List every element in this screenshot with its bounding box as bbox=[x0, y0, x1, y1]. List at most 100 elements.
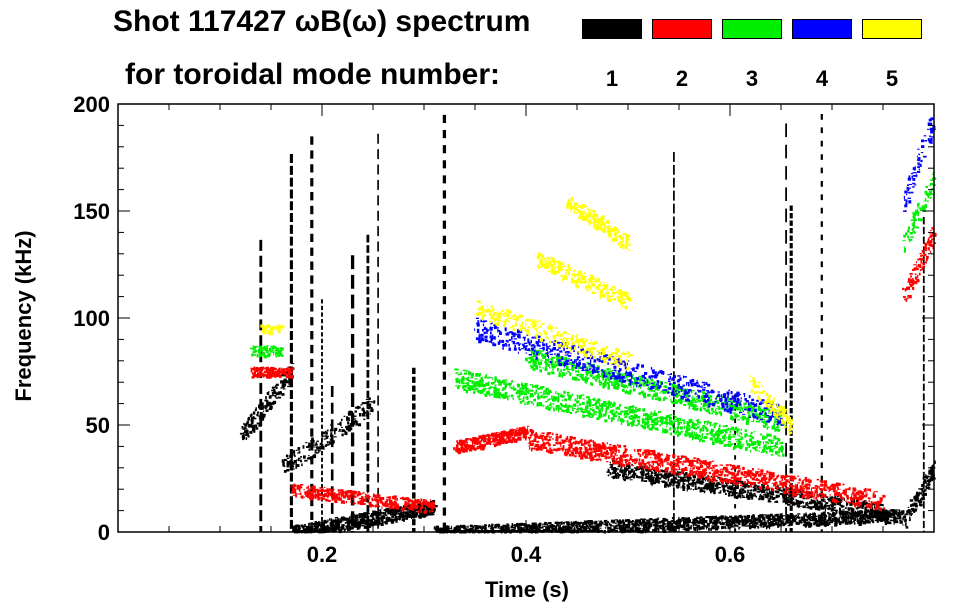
speckle bbox=[883, 509, 887, 514]
speckle bbox=[839, 498, 843, 502]
speckle bbox=[744, 490, 747, 494]
speckle bbox=[313, 523, 317, 525]
speckle bbox=[705, 486, 709, 489]
speckle bbox=[437, 528, 439, 530]
speckle bbox=[417, 505, 420, 507]
speckle bbox=[318, 528, 322, 531]
speckle bbox=[610, 528, 614, 532]
speckle bbox=[494, 530, 496, 532]
speckle bbox=[272, 367, 276, 370]
speckle bbox=[753, 488, 757, 491]
speckle bbox=[410, 512, 413, 514]
speckle bbox=[619, 529, 623, 532]
speckle bbox=[433, 500, 435, 502]
speckle bbox=[413, 510, 416, 513]
speckle bbox=[774, 490, 778, 493]
speckle bbox=[303, 455, 306, 459]
speckle bbox=[283, 458, 287, 461]
speckle bbox=[797, 513, 801, 515]
speckle bbox=[823, 521, 827, 525]
speckle bbox=[755, 523, 759, 525]
spectrogram-data bbox=[239, 113, 937, 534]
speckle bbox=[797, 514, 799, 518]
speckle bbox=[497, 525, 500, 529]
speckle bbox=[750, 519, 752, 523]
speckle bbox=[313, 446, 316, 448]
speckle bbox=[540, 526, 544, 529]
speckle bbox=[556, 521, 559, 523]
speckle bbox=[534, 525, 538, 528]
speckle bbox=[269, 402, 273, 406]
speckle bbox=[830, 521, 834, 524]
speckle bbox=[365, 495, 369, 498]
speckle bbox=[777, 525, 780, 528]
speckle bbox=[254, 374, 258, 378]
speckle bbox=[453, 527, 457, 530]
speckle bbox=[686, 488, 688, 492]
speckle bbox=[370, 516, 374, 518]
speckle bbox=[614, 471, 616, 474]
speckle bbox=[526, 530, 530, 532]
speckle bbox=[600, 527, 602, 529]
speckle bbox=[697, 480, 701, 483]
speckle bbox=[599, 521, 601, 524]
speckle bbox=[338, 491, 341, 494]
speckle bbox=[636, 466, 639, 469]
speckle bbox=[406, 502, 410, 505]
speckle bbox=[384, 508, 386, 510]
speckle bbox=[243, 422, 245, 425]
speckle bbox=[347, 521, 350, 524]
speckle bbox=[606, 521, 609, 524]
speckle bbox=[646, 469, 649, 472]
speckle bbox=[556, 528, 558, 531]
speckle bbox=[573, 523, 575, 527]
speckle bbox=[593, 530, 598, 532]
speckle bbox=[476, 527, 480, 530]
speckle bbox=[303, 525, 307, 527]
speckle bbox=[257, 372, 261, 375]
speckle bbox=[584, 529, 587, 532]
speckle bbox=[420, 512, 424, 514]
speckle bbox=[644, 473, 647, 476]
speckle bbox=[843, 498, 845, 501]
speckle bbox=[257, 415, 262, 417]
speckle bbox=[648, 473, 650, 475]
speckle bbox=[377, 494, 381, 497]
speckle bbox=[851, 517, 854, 520]
speckle bbox=[890, 509, 894, 512]
speckle bbox=[554, 521, 558, 524]
speckle bbox=[297, 447, 300, 451]
speckle bbox=[385, 514, 388, 516]
legend-swatch-mode-4 bbox=[792, 19, 852, 39]
speckle bbox=[510, 526, 514, 528]
speckle bbox=[276, 392, 280, 396]
speckle bbox=[417, 502, 420, 505]
speckle bbox=[323, 522, 325, 526]
speckle bbox=[893, 520, 897, 523]
speckle bbox=[414, 508, 417, 512]
speckle bbox=[364, 522, 368, 525]
speckle bbox=[815, 507, 818, 511]
speckle bbox=[369, 403, 372, 407]
speckle bbox=[349, 527, 352, 530]
speckle bbox=[841, 516, 844, 520]
speckle bbox=[794, 516, 796, 518]
speckle bbox=[800, 505, 802, 507]
speckle bbox=[626, 463, 630, 468]
speckle bbox=[424, 513, 428, 517]
speckle bbox=[290, 375, 293, 378]
speckle bbox=[791, 522, 794, 524]
speckle bbox=[301, 526, 304, 528]
speckle bbox=[647, 526, 649, 530]
speckle bbox=[821, 521, 825, 524]
speckle bbox=[393, 501, 397, 504]
speckle bbox=[361, 514, 365, 517]
speckle bbox=[369, 496, 371, 498]
speckle bbox=[880, 517, 884, 521]
speckle bbox=[749, 520, 752, 523]
speckle bbox=[357, 500, 359, 505]
speckle bbox=[313, 489, 317, 491]
speckle bbox=[400, 512, 403, 514]
speckle bbox=[890, 512, 892, 515]
speckle bbox=[889, 510, 891, 514]
